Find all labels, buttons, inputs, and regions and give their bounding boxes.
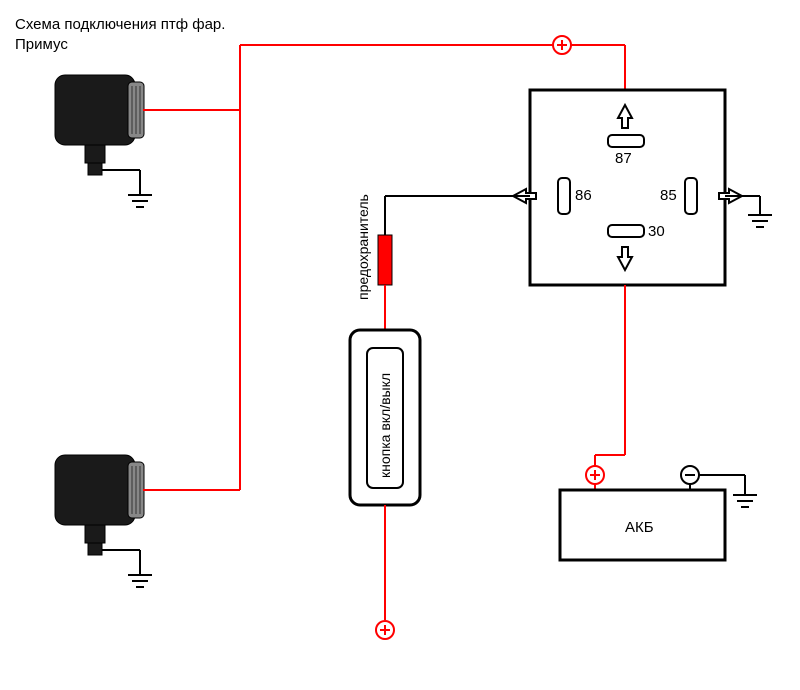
relay: 87 86 85 30 (513, 90, 742, 285)
fog-lamp-2 (55, 455, 152, 587)
relay-terminal-86: 86 (575, 187, 592, 204)
relay-terminal-30: 30 (648, 223, 665, 240)
wire-30-to-battery (595, 285, 625, 490)
battery-label: АКБ (625, 519, 654, 536)
button-label: кнопка вкл/выкл (377, 373, 393, 478)
relay-terminal-87: 87 (615, 150, 632, 167)
wiring-diagram: 87 86 85 30 предохранитель (0, 0, 800, 690)
plus-terminal-top (553, 36, 571, 54)
fuse (378, 235, 392, 285)
wire-86-to-fuse (385, 196, 530, 235)
relay-terminal-85: 85 (660, 187, 677, 204)
battery: АКБ (560, 490, 725, 560)
battery-plus-terminal (586, 466, 604, 484)
plus-terminal-bottom (376, 621, 394, 639)
fog-lamp-1 (55, 75, 152, 207)
fuse-label: предохранитель (355, 194, 371, 300)
